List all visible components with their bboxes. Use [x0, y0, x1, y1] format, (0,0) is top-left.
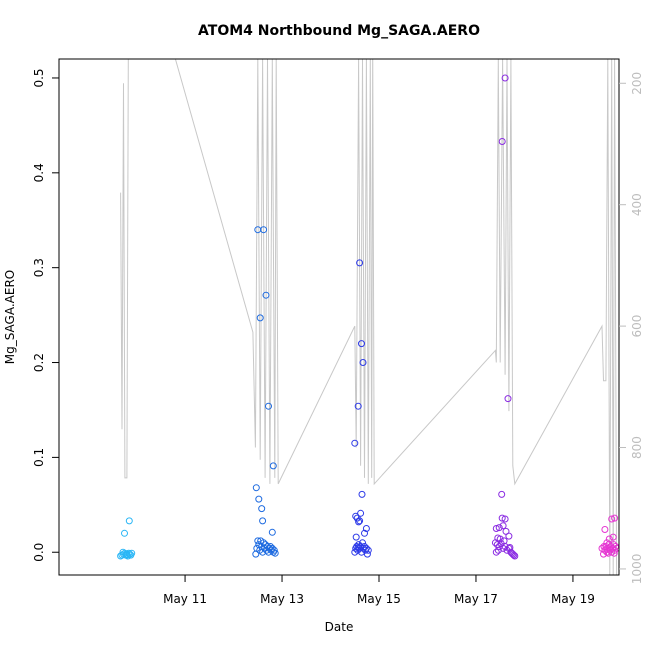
data-point: [499, 522, 507, 530]
data-point: [254, 226, 262, 234]
x-tick-label: May 17: [454, 592, 498, 606]
right-tick-label: 200: [630, 72, 644, 95]
data-point: [501, 543, 509, 550]
data-point: [359, 359, 367, 366]
data-point: [492, 525, 500, 532]
right-axis-line-layer: [120, 59, 618, 575]
data-point: [610, 549, 618, 557]
data-point: [354, 544, 362, 551]
data-point: [601, 526, 609, 533]
data-point: [504, 395, 512, 403]
data-point: [270, 546, 278, 554]
y-axis-label: Mg_SAGA.AERO: [3, 270, 17, 365]
data-point: [354, 402, 362, 410]
data-point: [508, 549, 516, 557]
y-tick-label: 0.4: [32, 163, 46, 182]
data-point: [510, 551, 518, 559]
data-point: [498, 514, 506, 522]
data-point: [255, 495, 263, 503]
data-point: [265, 402, 272, 410]
data-point: [498, 138, 506, 145]
data-point: [361, 529, 368, 537]
data-point: [256, 314, 264, 322]
data-point: [362, 525, 370, 532]
data-point: [356, 517, 364, 525]
data-point: [260, 226, 268, 234]
data-point: [252, 484, 260, 492]
data-point: [509, 550, 517, 558]
plot-frame: [58, 58, 620, 576]
data-point: [355, 518, 363, 526]
x-tick-label: May 19: [551, 592, 595, 606]
data-point: [258, 505, 266, 513]
y-tick-label: 0.1: [32, 448, 46, 467]
data-point: [352, 533, 360, 541]
data-point: [498, 490, 506, 498]
data-point: [128, 549, 136, 557]
data-point: [252, 550, 260, 558]
data-point: [268, 528, 276, 536]
data-point: [494, 546, 502, 554]
data-point: [492, 548, 500, 556]
chart-title: ATOM4 Northbound Mg_SAGA.AERO: [198, 23, 480, 39]
data-point: [501, 515, 509, 523]
data-point: [496, 535, 504, 543]
data-point: [358, 340, 365, 348]
y-tick-label: 0.2: [32, 353, 46, 372]
data-point: [505, 532, 513, 540]
right-tick-label: 1000: [630, 554, 644, 585]
x-axis-label: Date: [325, 620, 354, 634]
data-point: [125, 517, 133, 525]
axes-layer: May 11 May 13 May 15 May 17 May 19 0.0 0.1 0.2 0…: [32, 58, 644, 606]
data-point: [351, 439, 359, 447]
data-point: [364, 546, 372, 554]
scatter-points-layer: [117, 74, 619, 560]
data-point: [611, 546, 619, 554]
data-point: [357, 509, 365, 517]
right-tick-label: 800: [630, 436, 644, 459]
x-tick-label: May 15: [357, 592, 401, 606]
right-tick-label: 400: [630, 193, 644, 216]
data-point: [269, 462, 277, 470]
data-point: [259, 517, 267, 525]
y-tick-label: 0.5: [32, 68, 46, 87]
right-axis-series-line: [120, 59, 618, 575]
x-tick-label: May 13: [260, 592, 304, 606]
data-point: [501, 74, 509, 82]
y-tick-label: 0.3: [32, 258, 46, 277]
data-point: [495, 524, 503, 532]
x-tick-label: May 11: [163, 592, 207, 606]
y-tick-label: 0.0: [32, 543, 46, 562]
data-point: [609, 533, 617, 541]
data-point: [600, 550, 607, 558]
data-point: [600, 543, 608, 550]
data-point: [611, 514, 619, 522]
data-point: [121, 529, 128, 537]
data-point: [271, 549, 279, 557]
data-point: [266, 543, 274, 550]
data-point: [363, 550, 371, 558]
right-tick-label: 600: [630, 315, 644, 338]
data-point: [608, 515, 616, 523]
data-point: [262, 291, 270, 299]
data-point: [356, 259, 364, 267]
data-point: [358, 490, 366, 498]
